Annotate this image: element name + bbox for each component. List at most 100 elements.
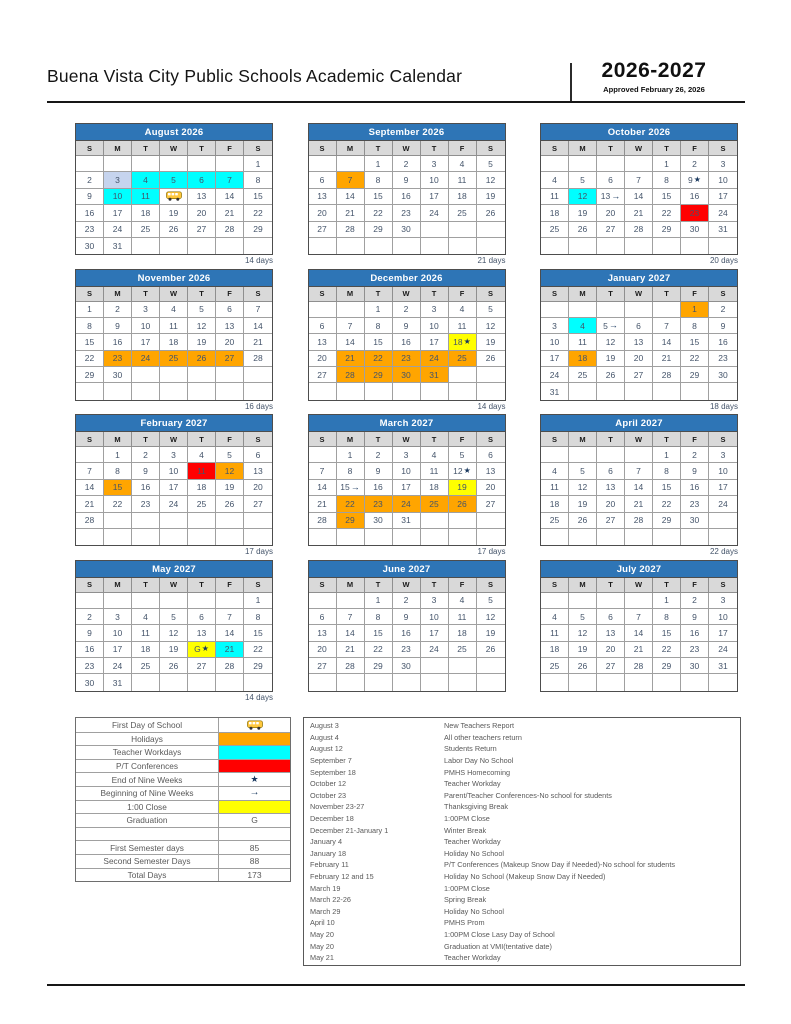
day-cell: 16 (392, 188, 421, 206)
day-cell: 1 (653, 447, 681, 464)
day-cell: 26 (569, 512, 597, 529)
weekday-header: S (76, 286, 104, 302)
day-cell (365, 674, 393, 691)
day-number: 28 (633, 515, 644, 526)
day-number: 7 (255, 304, 261, 315)
day-cell (216, 156, 244, 173)
day-number: 5 (459, 449, 465, 460)
day-cell (104, 156, 132, 173)
day-cell: 15 (653, 625, 681, 642)
day-cell: 24 (160, 496, 188, 513)
day-cell: 20 (308, 350, 337, 368)
day-cell (336, 301, 365, 318)
day-number: 23 (689, 498, 700, 509)
day-number: 22 (661, 207, 672, 218)
day-cell: 30 (681, 658, 709, 675)
day-cell: 19 (476, 189, 505, 206)
day-cell: 7 (216, 172, 244, 189)
day-number: 2 (115, 304, 120, 315)
day-cell (160, 383, 188, 400)
day-cell: 7 (336, 172, 365, 189)
day-number: 8 (375, 175, 381, 186)
day-cell: 19 (476, 625, 505, 642)
day-number: 17 (549, 353, 560, 364)
day-number: 6 (227, 304, 232, 315)
begin-nine-weeks-arrow-icon: → (350, 481, 360, 492)
day-cell (420, 221, 449, 238)
day-number: 11 (429, 466, 439, 477)
day-number: 5 (488, 595, 493, 606)
day-cell: 5 (476, 593, 505, 609)
day-cell: 16 (681, 625, 709, 642)
day-cell (449, 528, 477, 546)
day-cell: 12 (569, 625, 597, 642)
day-cell: 5 (569, 463, 597, 480)
day-cell: 29 (653, 221, 681, 238)
day-cell (653, 674, 681, 691)
day-cell: 15 (104, 479, 132, 497)
day-number: 27 (317, 660, 327, 671)
day-cell (448, 367, 477, 384)
day-cell (681, 528, 709, 546)
day-cell (681, 237, 709, 255)
day-number: 17 (140, 336, 151, 347)
day-number: 25 (549, 224, 560, 235)
day-cell (337, 383, 365, 400)
day-number: 4 (552, 175, 557, 186)
day-number: 3 (431, 158, 437, 169)
day-number: 29 (661, 224, 672, 235)
day-cell (309, 528, 337, 546)
day-cell: 29 (244, 222, 272, 238)
day-number: 12 (485, 320, 496, 331)
legend-label: Holidays (76, 732, 219, 746)
day-cell: 25 (160, 350, 188, 368)
day-number: 15 (373, 627, 383, 638)
day-number: 23 (718, 353, 728, 364)
day-cell: 29 (336, 512, 365, 529)
month-days-count: 22 days (709, 547, 738, 557)
day-number: 12 (577, 482, 588, 493)
day-number: 18 (457, 191, 467, 202)
day-cell: 14 (244, 318, 272, 335)
day-number: 1 (375, 158, 381, 169)
day-cell: 11 (541, 188, 569, 206)
key-date: March 22-26 (310, 895, 351, 905)
day-cell: 5 (188, 301, 216, 318)
day-number: 24 (718, 207, 728, 218)
day-cell: 7 (653, 317, 681, 335)
day-number: 8 (347, 466, 353, 477)
day-cell: 8 (653, 172, 681, 189)
day-number: 27 (605, 515, 616, 526)
day-number: 23 (401, 644, 411, 655)
day-cell: 14 (216, 188, 244, 206)
day-cell (188, 592, 216, 609)
day-cell: 20 (216, 334, 244, 351)
day-number: 27 (485, 498, 496, 509)
day-number: 31 (718, 224, 728, 235)
day-cell: 29 (364, 367, 393, 384)
day-number: 17 (429, 191, 439, 202)
day-cell: 23 (392, 205, 421, 222)
day-cell: 20 (597, 641, 625, 659)
day-cell: 11 (132, 188, 160, 206)
day-cell: 12 (160, 625, 188, 642)
day-number: 30 (718, 369, 728, 380)
day-cell: 28 (308, 512, 337, 529)
day-cell: 10 (392, 463, 421, 480)
day-cell: 4 (569, 317, 597, 335)
day-cell: 23 (364, 496, 393, 513)
day-cell: 27 (216, 350, 244, 368)
day-cell (448, 512, 477, 529)
day-number: 2 (720, 304, 726, 315)
day-number: 21 (224, 644, 235, 655)
key-date-row: May 21 Teacher Workday (304, 952, 740, 964)
weekday-header: F (448, 577, 477, 593)
day-number: 29 (373, 369, 383, 380)
key-date-row: December 18 1:00PM Close (304, 813, 740, 825)
day-cell: 17 (541, 350, 569, 368)
day-cell: 17 (420, 334, 449, 351)
day-number: 20 (253, 482, 263, 493)
day-number: 26 (605, 369, 616, 380)
day-cell: 24 (104, 221, 132, 238)
weekday-header: S (244, 286, 272, 302)
